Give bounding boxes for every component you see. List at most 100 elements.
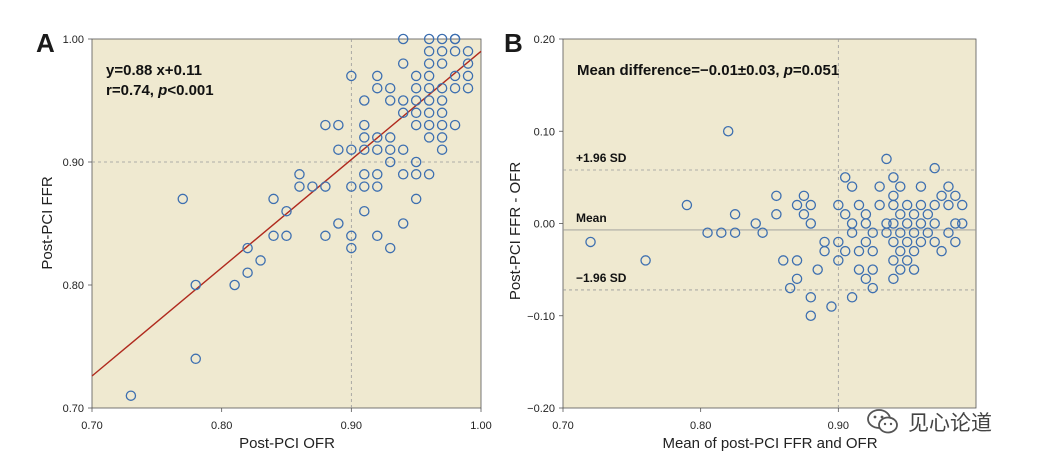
data-point bbox=[462, 82, 474, 94]
data-point bbox=[833, 236, 844, 248]
data-point bbox=[839, 172, 851, 183]
data-point bbox=[190, 279, 201, 291]
data-point bbox=[294, 169, 305, 180]
upper-loa-label: +1.96 SD bbox=[576, 151, 627, 165]
data-point bbox=[242, 242, 253, 254]
data-point bbox=[888, 273, 899, 285]
data-point bbox=[867, 264, 879, 275]
data-point bbox=[384, 132, 396, 143]
data-point bbox=[826, 301, 837, 312]
data-point bbox=[462, 70, 474, 82]
data-point bbox=[839, 209, 851, 220]
data-point bbox=[320, 230, 331, 242]
data-point bbox=[333, 218, 344, 229]
data-point bbox=[853, 264, 865, 275]
scatter-points-a bbox=[125, 33, 474, 401]
data-point bbox=[423, 70, 435, 82]
data-point bbox=[888, 218, 899, 229]
x-tick-label: 0.80 bbox=[690, 420, 711, 432]
data-point bbox=[846, 227, 858, 238]
y-tick-label: 0.00 bbox=[534, 219, 555, 231]
data-point bbox=[397, 95, 409, 106]
x-tick-label: 0.70 bbox=[81, 420, 102, 432]
data-point bbox=[436, 82, 448, 94]
data-point bbox=[281, 230, 292, 242]
data-point bbox=[846, 292, 858, 303]
data-point bbox=[423, 82, 435, 94]
data-point bbox=[423, 107, 435, 119]
mean-difference-text: Mean difference=−0.01±0.03, p=0.051 bbox=[577, 62, 839, 79]
data-point bbox=[936, 190, 947, 202]
y-tick-label: 0.10 bbox=[534, 126, 555, 138]
data-point bbox=[436, 95, 448, 106]
data-point bbox=[915, 199, 927, 211]
data-point bbox=[798, 190, 810, 202]
data-point bbox=[397, 58, 409, 69]
data-point bbox=[320, 119, 331, 131]
data-point bbox=[805, 310, 817, 321]
data-point bbox=[805, 199, 817, 211]
data-point bbox=[860, 236, 872, 248]
data-point bbox=[307, 181, 318, 192]
data-point bbox=[895, 264, 906, 275]
data-point bbox=[384, 144, 396, 155]
data-point bbox=[462, 58, 474, 69]
data-point bbox=[922, 209, 934, 220]
data-point bbox=[436, 107, 448, 119]
data-point bbox=[190, 353, 201, 365]
y-tick-label: −0.20 bbox=[527, 403, 555, 415]
data-point bbox=[436, 58, 448, 69]
data-point bbox=[449, 119, 461, 131]
data-point bbox=[410, 82, 422, 94]
data-point bbox=[895, 227, 906, 238]
data-point bbox=[867, 282, 879, 294]
data-point bbox=[956, 218, 968, 229]
data-point bbox=[729, 209, 741, 220]
data-point bbox=[757, 227, 768, 238]
data-point bbox=[462, 46, 474, 57]
data-point bbox=[397, 169, 409, 180]
data-point bbox=[901, 255, 913, 266]
data-point bbox=[791, 255, 803, 266]
data-point bbox=[410, 70, 422, 82]
data-point bbox=[943, 199, 954, 211]
y-tick-label: −0.10 bbox=[527, 311, 555, 323]
data-point bbox=[359, 95, 370, 106]
data-point bbox=[372, 70, 383, 82]
data-point bbox=[423, 46, 435, 57]
data-point bbox=[397, 107, 409, 119]
data-point bbox=[860, 273, 872, 285]
data-point bbox=[410, 169, 422, 180]
correlation-text: r=0.74, p<0.001 bbox=[106, 82, 214, 99]
data-point bbox=[384, 156, 396, 168]
data-point bbox=[410, 107, 422, 119]
data-point bbox=[346, 70, 357, 82]
data-point bbox=[449, 46, 461, 57]
data-point bbox=[372, 230, 383, 242]
x-axis-title-b: Mean of post-PCI FFR and OFR bbox=[662, 435, 877, 452]
data-point bbox=[860, 218, 872, 229]
data-point bbox=[771, 190, 782, 202]
data-point bbox=[853, 245, 865, 257]
data-point bbox=[125, 390, 137, 401]
data-point bbox=[929, 199, 940, 211]
data-point bbox=[833, 199, 844, 211]
data-point bbox=[359, 205, 370, 217]
data-point bbox=[908, 264, 920, 275]
data-point bbox=[268, 230, 279, 242]
panel-b: B 0.70 0.80 0.90 0.20 0.10 0.00 −0.10 −0.20 Mea… bbox=[504, 28, 977, 452]
data-point bbox=[784, 282, 796, 294]
data-point bbox=[436, 119, 448, 131]
data-point bbox=[359, 144, 370, 155]
y-tick-label: 1.00 bbox=[63, 34, 84, 46]
data-point bbox=[805, 218, 817, 229]
data-point bbox=[839, 245, 851, 257]
data-point bbox=[359, 169, 370, 180]
x-tick-label: 0.70 bbox=[552, 420, 573, 432]
data-point bbox=[359, 132, 370, 143]
data-point bbox=[372, 181, 383, 192]
data-point bbox=[729, 227, 741, 238]
x-tick-label: 0.90 bbox=[341, 420, 362, 432]
data-point bbox=[397, 144, 409, 155]
data-point bbox=[397, 33, 409, 45]
